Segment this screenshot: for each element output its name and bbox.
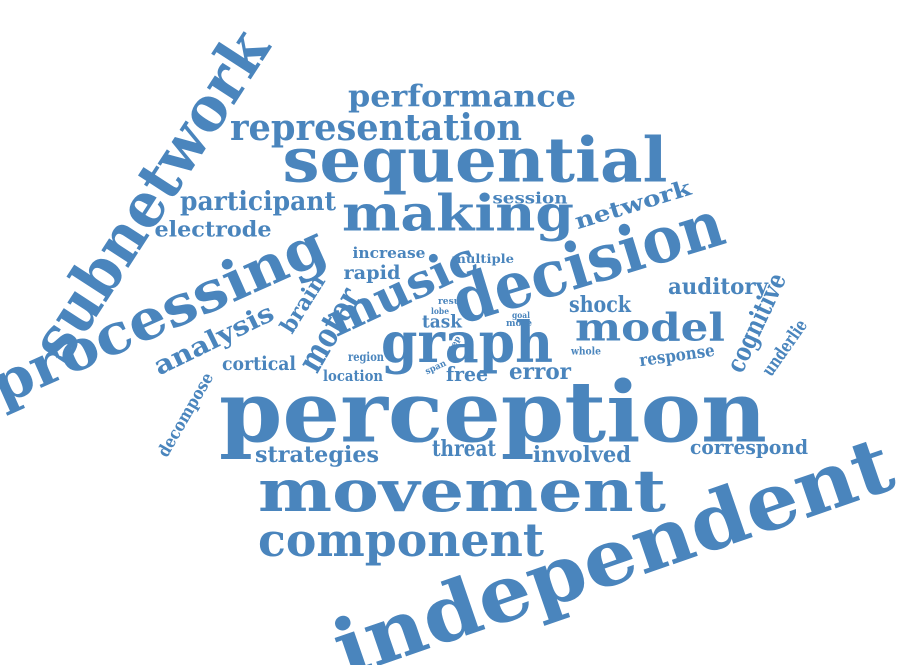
word-making: making	[342, 184, 574, 243]
word-auditory: auditory	[668, 274, 769, 300]
word-session: session	[493, 189, 568, 208]
word-graph: graph	[381, 310, 553, 376]
word-perception: perception	[219, 363, 767, 462]
word-component: component	[258, 513, 545, 567]
word-cortical: cortical	[222, 353, 296, 375]
word-strategies: strategies	[255, 442, 379, 468]
word-model: model	[575, 305, 725, 350]
word-increase: increase	[353, 244, 426, 262]
word-location: location	[323, 367, 383, 385]
word-region: region	[348, 350, 384, 364]
word-performance: performance	[348, 80, 576, 115]
word-task: task	[422, 312, 462, 333]
word-involved: involved	[533, 442, 631, 468]
word-whole: whole	[570, 347, 601, 358]
word-lobe: lobe	[431, 306, 449, 316]
word-participant: participant	[180, 187, 336, 217]
word-shock: shock	[569, 292, 632, 318]
word-goal: goal	[512, 310, 530, 320]
word-rapid: rapid	[344, 262, 401, 284]
word-free: free	[446, 362, 488, 386]
word-multiple: multiple	[452, 252, 514, 266]
word-correspond: correspond	[690, 435, 808, 459]
word-representation: representation	[230, 107, 522, 149]
word-electrode: electrode	[155, 217, 272, 242]
word-error: error	[509, 359, 571, 385]
word-decompose: decompose	[154, 369, 218, 461]
word-threat: threat	[432, 436, 497, 462]
word-more: more	[506, 319, 532, 329]
word-result: result	[438, 297, 469, 307]
word-movement: movement	[258, 457, 666, 525]
word-sequential: sequential	[283, 124, 668, 197]
